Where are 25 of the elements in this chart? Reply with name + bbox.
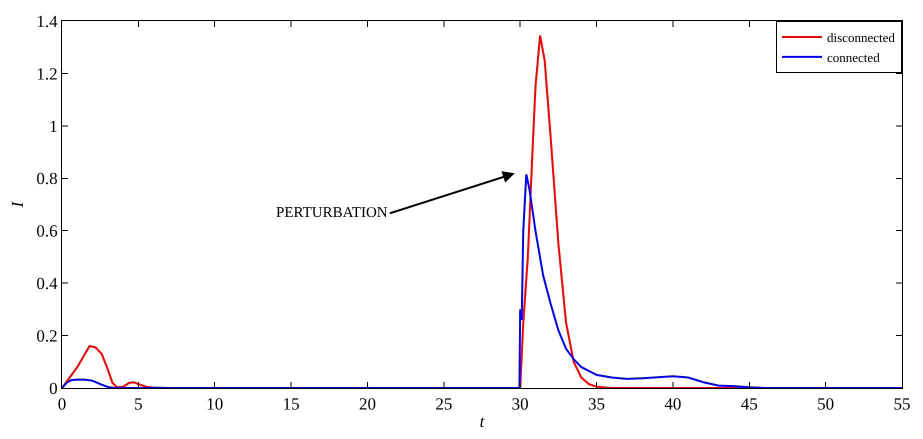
legend-label: connected [827,50,880,65]
x-tick-label: 10 [206,394,224,414]
x-tick-label: 50 [817,394,834,414]
x-tick-label: 55 [894,394,910,414]
legend-label: disconnected [827,30,896,46]
y-tick-label: 0 [49,378,58,398]
y-tick-label: 1 [49,116,58,136]
y-tick-label: 0.8 [36,169,58,188]
line-series [62,173,902,388]
x-tick-label: 45 [740,394,758,414]
x-axis-title: t [480,412,486,431]
x-tick-label: 40 [664,394,682,414]
x-tick-label: 20 [358,394,376,414]
y-tick-label: 0.4 [36,274,58,294]
x-tick-label: 15 [282,394,300,414]
x-tick-label: 25 [435,394,452,414]
y-axis-title: I [8,200,27,208]
annotation: PERTURBATION [276,205,388,221]
y-tick-label: 1.2 [36,64,58,84]
y-tick-label: 1.4 [36,12,58,31]
x-tick-label: 30 [512,394,529,414]
x-tick-label: 35 [588,394,606,414]
x-tick-label: 5 [134,394,143,414]
y-tick-label: 0.6 [36,222,58,241]
y-tick-label: 0.2 [36,326,58,346]
